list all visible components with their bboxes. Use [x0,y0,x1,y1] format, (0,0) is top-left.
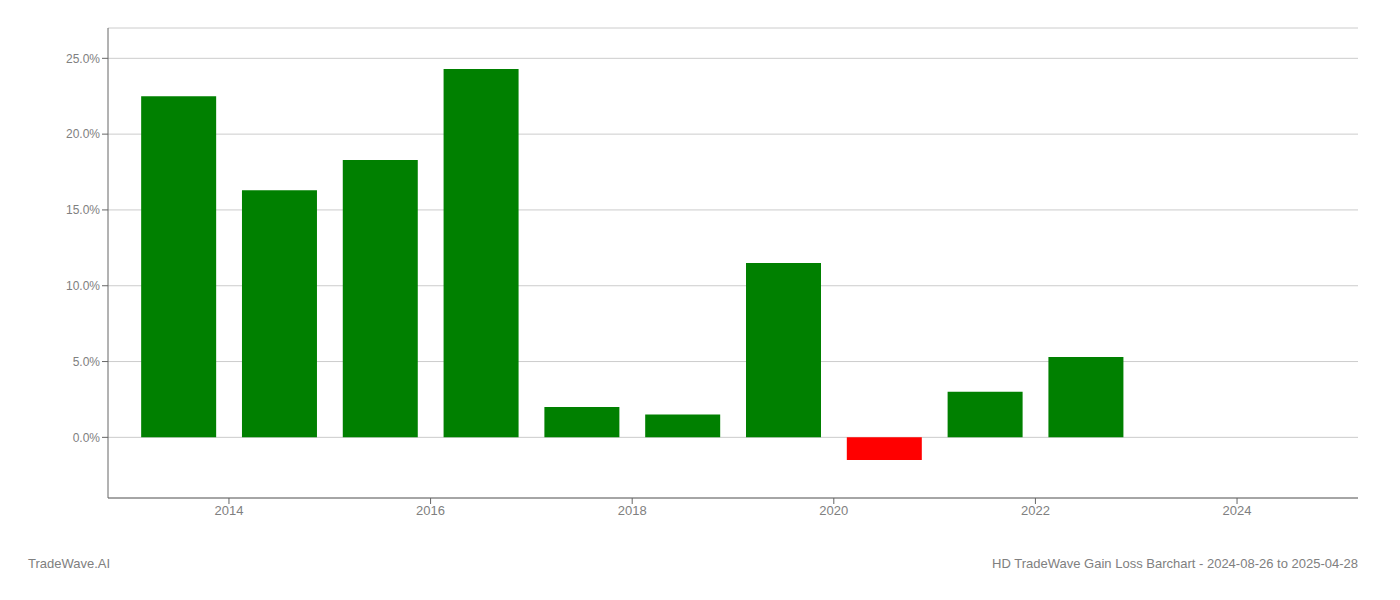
html-text:TradeWave.AI: TradeWave.AI [28,555,111,571]
html-text:HD TradeWave Gain Loss Barchar: HD TradeWave Gain Loss Barchart - 2024-0… [992,555,1358,571]
svg-text:2024: 2024 [1223,503,1252,518]
svg-text:2022: 2022 [1021,503,1050,518]
svg-text:20.0%: 20.0% [66,127,100,141]
svg-text:2020: 2020 [819,503,848,518]
svg-text:2016: 2016 [416,503,445,518]
svg-text:10.0%: 10.0% [66,279,100,293]
svg-text:2018: 2018 [618,503,647,518]
svg-text:2014: 2014 [215,503,244,518]
svg-text:5.0%: 5.0% [73,355,101,369]
svg-text:25.0%: 25.0% [66,52,100,66]
svg-text:0.0%: 0.0% [73,431,101,445]
svg-text:15.0%: 15.0% [66,203,100,217]
